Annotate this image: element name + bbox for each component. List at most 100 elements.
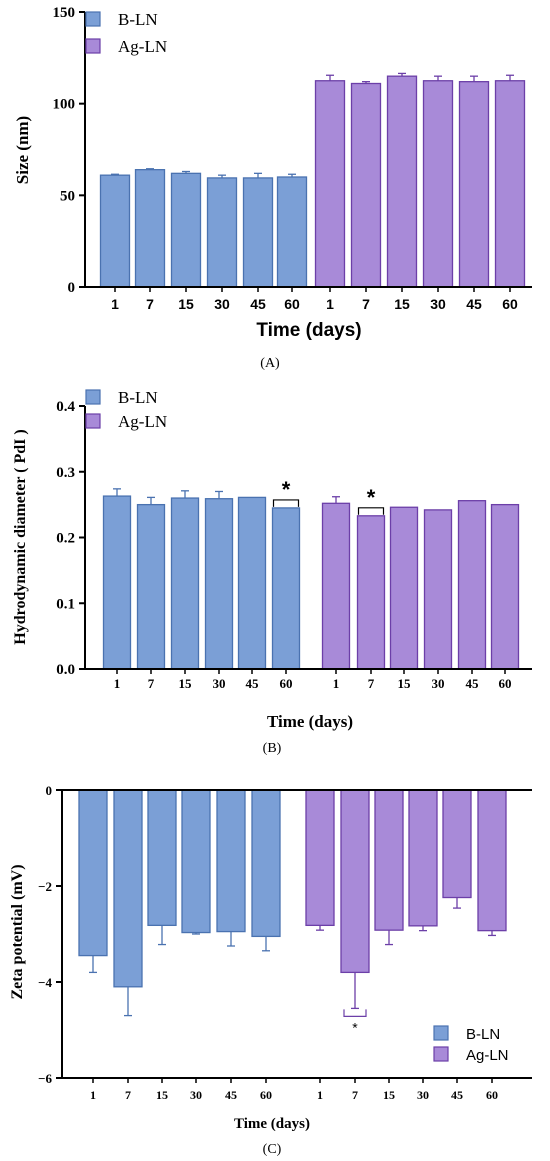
legend-label-ag-ln-b: Ag-LN [118,412,167,431]
xlabel-a: Time (days) [256,320,361,341]
x-tick-label: 7 [352,1088,358,1102]
x-tick-label: 45 [451,1088,463,1102]
bar-ag-ln-45 [443,790,471,898]
ylabel-c: Zeta potential (mV) [9,864,26,999]
x-tick-label: 30 [214,296,230,312]
x-tick-label: 60 [486,1088,498,1102]
bar-b-ln-30 [182,790,210,933]
bar-ag-ln-60 [478,790,506,931]
panel-label-a: (A) [260,356,280,371]
bar-ag-ln-60 [496,81,525,287]
bar-b-ln-45 [244,178,273,287]
x-tick-label: 7 [148,676,155,691]
x-tick-label: 45 [246,676,260,691]
x-tick-label: 60 [502,296,518,312]
y-tick-label: 0 [68,280,76,296]
x-tick-label: 15 [156,1088,168,1102]
bar-b-ln-15 [148,790,176,925]
bar-ag-ln-15 [375,790,403,930]
y-tick-label: 0.2 [56,531,75,547]
bar-b-ln-30 [208,178,237,287]
x-tick-label: 30 [417,1088,429,1102]
y-tick-label: 0.0 [56,662,75,678]
bar-b-ln-7 [114,790,142,987]
bar-b-ln-15 [172,173,201,287]
bar-ag-ln-7 [358,516,385,669]
y-tick-label: 150 [53,5,76,21]
legend-label-b-ln-b: B-LN [118,388,158,407]
bar-b-ln-45 [239,497,266,669]
y-tick-label: 0.3 [56,465,75,481]
significance-star: * [352,1019,358,1035]
bar-ag-ln-60 [492,505,519,669]
bar-ag-ln-7 [352,84,381,288]
legend-b: B-LN Ag-LN [86,388,167,431]
bar-b-ln-30 [206,499,233,669]
x-tick-label: 60 [260,1088,272,1102]
bar-ag-ln-7 [341,790,369,972]
x-tick-label: 15 [383,1088,395,1102]
ylabel-a: Size (nm) [13,116,32,184]
significance-star: * [367,485,376,510]
legend-swatch-ag-ln-b [86,414,100,428]
x-tick-label: 15 [178,296,194,312]
bar-ag-ln-1 [306,790,334,925]
legend-swatch-ag-ln-a [86,39,100,53]
bar-b-ln-1 [79,790,107,956]
bar-ag-ln-15 [388,76,417,287]
bar-ag-ln-45 [460,82,489,287]
bar-b-ln-15 [172,498,199,669]
bar-ag-ln-45 [459,501,486,669]
x-tick-label: 7 [362,296,370,312]
significance-bracket [344,1009,366,1016]
panel-label-c: (C) [263,1142,282,1157]
x-tick-label: 1 [326,296,334,312]
x-tick-label: 60 [499,676,512,691]
x-tick-label: 15 [398,676,412,691]
y-tick-label: 0.1 [56,596,75,612]
x-tick-label: 60 [280,676,293,691]
bar-ag-ln-1 [323,503,350,669]
legend-swatch-ag-ln-c [434,1047,448,1061]
y-tick-label: −2 [38,879,52,894]
bar-b-ln-1 [101,175,130,287]
bar-b-ln-45 [217,790,245,932]
y-tick-label: −4 [38,975,52,990]
bar-b-ln-60 [273,508,300,669]
legend-c: B-LN Ag-LN [434,1026,509,1064]
x-tick-label: 30 [213,676,226,691]
bar-ag-ln-30 [424,81,453,287]
x-tick-label: 45 [250,296,266,312]
y-tick-label: 0.4 [56,399,75,415]
x-tick-label: 30 [432,676,445,691]
x-tick-label: 60 [284,296,300,312]
y-tick-label: 50 [60,188,75,204]
legend-swatch-b-ln-b [86,390,100,404]
x-tick-label: 45 [225,1088,237,1102]
legend-label-b-ln-a: B-LN [118,10,158,29]
bar-ag-ln-30 [425,510,452,669]
x-tick-label: 30 [430,296,446,312]
x-tick-label: 1 [114,676,121,691]
legend-swatch-b-ln-a [86,12,100,26]
bars-c: * [79,790,506,1035]
xlabel-c: Time (days) [234,1116,310,1132]
legend-label-ag-ln-c: Ag-LN [466,1047,509,1064]
bar-b-ln-1 [104,496,131,669]
bar-ag-ln-30 [409,790,437,926]
legend-a: B-LN Ag-LN [86,10,167,56]
x-tick-label: 7 [125,1088,131,1102]
x-tick-label: 15 [394,296,410,312]
chart-panel-b: * * 0.00.10.20.30.41 7 15 30 45 60 1 7 15 30 45 60 H… [12,388,532,756]
x-tick-label: 30 [190,1088,202,1102]
bar-ag-ln-15 [391,507,418,669]
bars-a [101,73,525,287]
bars-b: * * [104,477,519,669]
x-tick-label: 7 [146,296,154,312]
bar-ag-ln-1 [316,81,345,287]
x-tick-label: 7 [368,676,375,691]
x-tick-label: 1 [317,1088,323,1102]
panel-label-b: (B) [263,741,282,756]
